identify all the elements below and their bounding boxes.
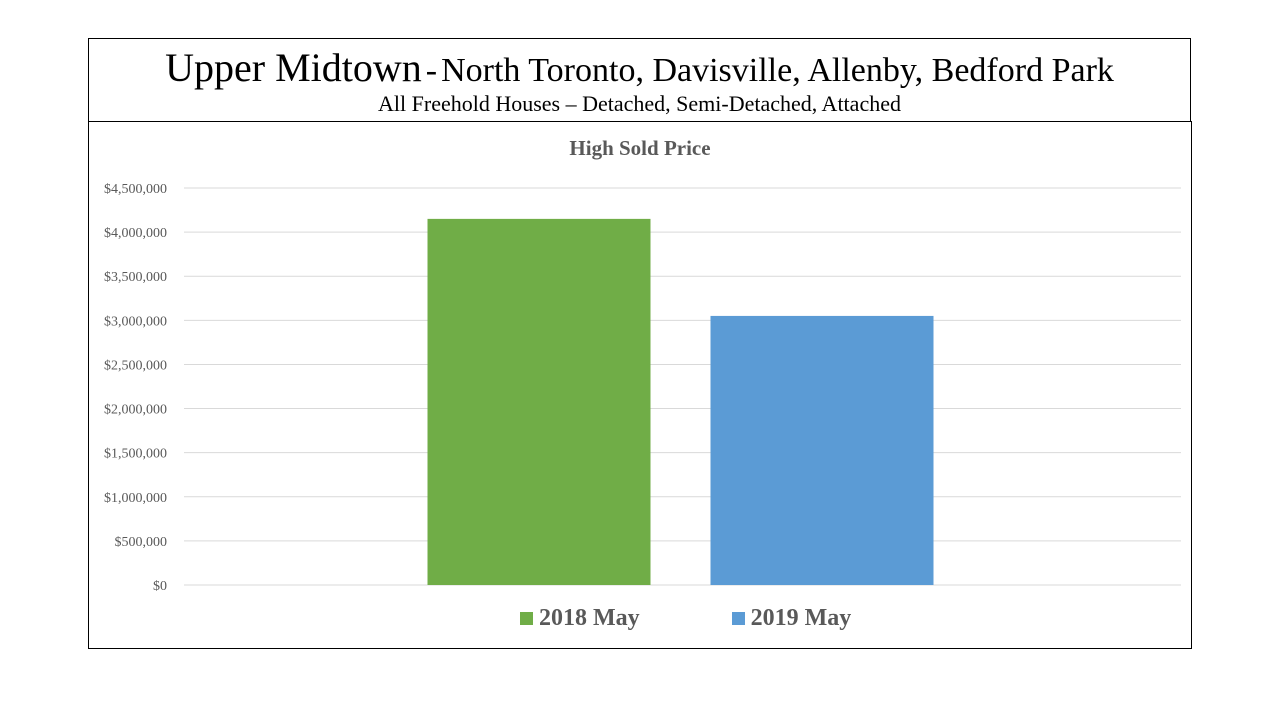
y-tick-label: $4,500,000: [104, 182, 167, 197]
title-dash: -: [425, 52, 438, 89]
y-tick-label: $3,000,000: [104, 314, 167, 329]
bar-2019-may: [710, 315, 934, 585]
legend-item-2019-may: 2019 May: [731, 604, 852, 632]
legend-swatch: [731, 611, 745, 625]
bar-2018-may: [427, 218, 651, 585]
y-tick-label: $3,500,000: [104, 270, 167, 285]
legend-swatch: [520, 611, 533, 625]
header-box: Upper Midtown - North Toronto, Davisvill…: [88, 38, 1191, 122]
legend-item-2018-may: 2018 May: [520, 605, 640, 632]
y-tick-label: $1,500,000: [104, 447, 167, 462]
title-neighbourhoods: North Toronto, Davisville, Allenby, Bedf…: [441, 52, 1114, 89]
page-subtitle: All Freehold Houses – Detached, Semi-Det…: [378, 91, 901, 116]
page-title: Upper Midtown - North Toronto, Davisvill…: [89, 45, 1190, 100]
chart-legend: 2018 May 2019 May: [520, 603, 851, 633]
title-main: Upper Midtown: [165, 45, 422, 90]
chart-frame: [88, 121, 1192, 649]
y-tick-label: $4,000,000: [104, 226, 167, 241]
y-tick-label: $1,000,000: [104, 491, 167, 506]
y-tick-label: $0: [153, 579, 167, 594]
y-tick-label: $2,000,000: [104, 403, 167, 418]
y-tick-label: $500,000: [115, 535, 168, 550]
legend-label: 2019 May: [750, 604, 852, 631]
y-tick-label: $2,500,000: [104, 358, 167, 373]
chart-title: High Sold Price: [569, 136, 710, 160]
legend-label: 2018 May: [539, 604, 640, 631]
